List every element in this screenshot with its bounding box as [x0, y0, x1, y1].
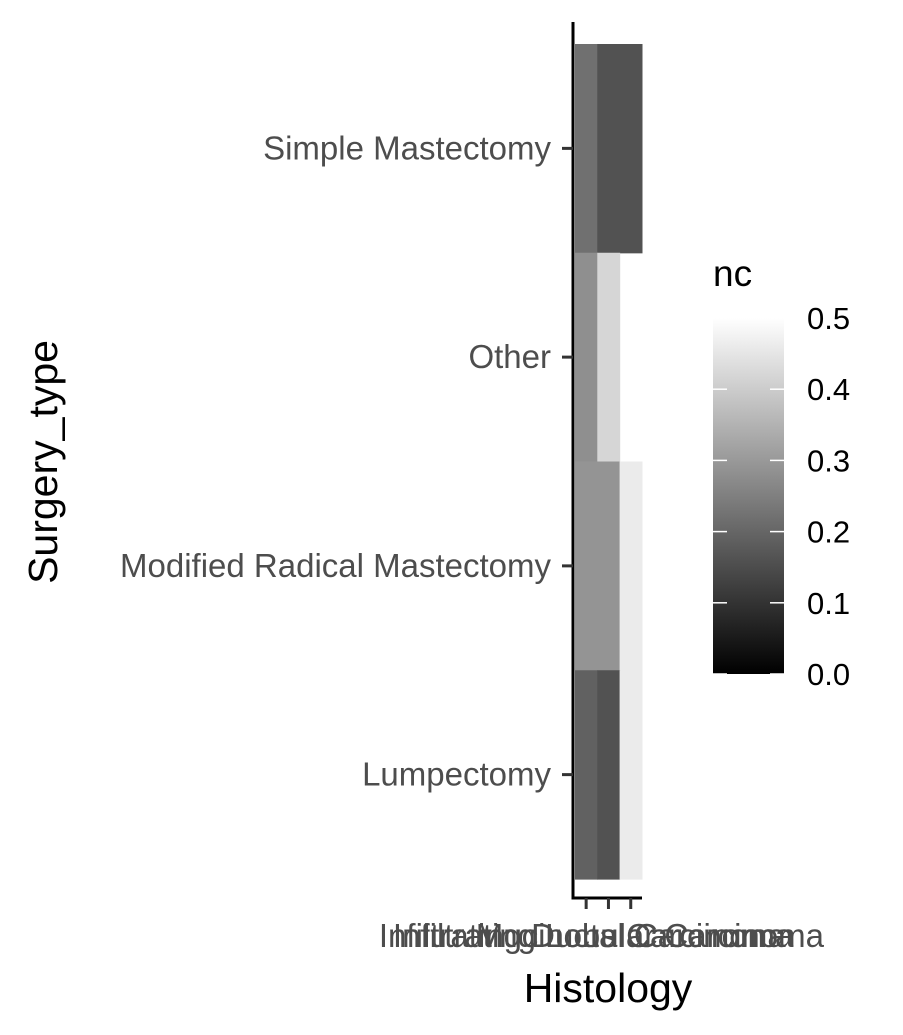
heatmap-cell	[575, 44, 598, 254]
y-axis-title: Surgery_type	[20, 340, 66, 584]
y-tick-label: Other	[468, 338, 551, 375]
heatmap-cell	[575, 461, 598, 671]
legend-colorbar	[713, 318, 784, 674]
y-tick-label: Simple Mastectomy	[263, 129, 551, 166]
legend-title: nc	[713, 253, 752, 294]
heatmap-cell	[597, 252, 621, 463]
x-axis-title: Histology	[524, 965, 693, 1011]
legend-tick-label: 0.4	[807, 372, 850, 407]
heatmap-cell	[619, 461, 643, 671]
legend-tick-label: 0.2	[807, 515, 850, 550]
heatmap-cell	[619, 44, 643, 254]
legend-tick-label: 0.3	[807, 443, 850, 478]
legend: nc 0.0 0.1 0.2 0.3 0.4 0.5	[713, 253, 850, 692]
legend-tick-label: 0.1	[807, 586, 850, 621]
y-axis: Simple Mastectomy Other Modified Radical M…	[120, 22, 575, 900]
x-tick-label: Infiltrating Ductal Carcinoma	[379, 917, 794, 954]
heatmap-cell	[575, 252, 598, 463]
x-tick-label: Infiltrating Lobular Carcinoma	[393, 917, 825, 954]
heatmap-cell	[597, 44, 621, 254]
heatmap-cell	[597, 461, 621, 671]
legend-tick-label: 0.0	[807, 657, 850, 692]
legend-ticks: 0.0 0.1 0.2 0.3 0.4 0.5	[713, 301, 850, 692]
heatmap-cell	[597, 670, 621, 880]
x-tick-label: Mucinous Carcinoma	[476, 917, 787, 954]
heatmap-cell	[619, 670, 643, 880]
x-axis: Infiltrating Ductal CarcinomaInfiltratin…	[379, 896, 825, 954]
legend-tick-label: 0.5	[807, 301, 850, 336]
heatmap-cells	[575, 44, 643, 880]
y-tick-label: Modified Radical Mastectomy	[120, 547, 551, 584]
heatmap-cell	[575, 670, 598, 880]
y-tick-label: Lumpectomy	[362, 756, 551, 793]
